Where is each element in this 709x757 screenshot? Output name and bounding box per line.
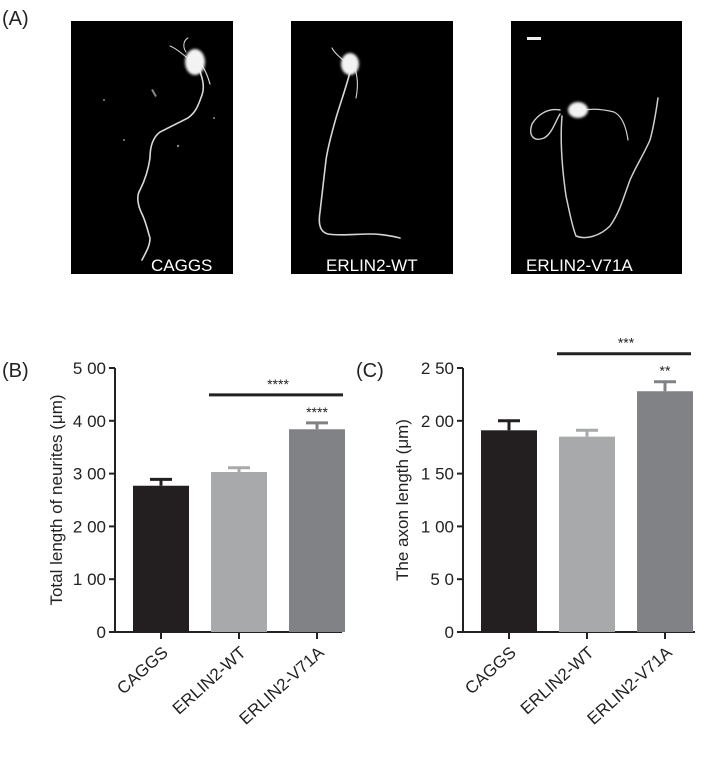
chart-c-x-tick-label: ERLIN2-WT: [517, 643, 598, 718]
chart-b-y-tick-label: 2 00: [73, 517, 106, 536]
chart-c-y-tick-label: 2 00: [421, 412, 454, 431]
chart-c-x-tick-label: ERLIN2-V71A: [584, 642, 677, 728]
panel-a-label: (A): [2, 8, 29, 30]
chart-c-bar: [481, 430, 537, 632]
chart-b-x-tick-label: CAGGS: [113, 643, 171, 698]
chart-b-y-tick-label: 1 00: [73, 570, 106, 589]
chart-b-y-axis-label: Total length of neurites (μm): [47, 394, 66, 605]
chart-c-significance-above-label: **: [660, 363, 671, 379]
micrograph-caption-erlin2-wt: ERLIN2-WT: [326, 256, 418, 275]
chart-b-significance-bracket-label: ****: [267, 376, 289, 392]
chart-c: (C) The axon length (μm) 0 5 0 1 00 1 50 2 0…: [356, 335, 695, 728]
chart-c-y-tick-label: 1 00: [421, 517, 454, 536]
micrograph-caption-caggs: CAGGS: [151, 256, 212, 275]
chart-b-y-tick-label: 4 00: [73, 412, 106, 431]
micrograph-erlin2-v71a: [511, 21, 682, 274]
chart-b-bar: [289, 429, 345, 632]
chart-b-bar: [133, 485, 189, 632]
panel-b-label: (B): [2, 360, 29, 382]
chart-c-y-tick-label: 0: [445, 623, 454, 642]
chart-b-y-tick-label: 3 00: [73, 465, 106, 484]
chart-c-y-tick-label: 2 50: [421, 359, 454, 378]
micrograph-caggs: [71, 21, 233, 274]
chart-b-x-tick-label: ERLIN2-V71A: [236, 642, 329, 728]
panel-c-label: (C): [356, 360, 384, 382]
micrograph-erlin2-wt: [291, 21, 453, 274]
chart-c-bar: [637, 391, 693, 632]
chart-c-x-tick-label: CAGGS: [461, 643, 519, 698]
chart-b-y-tick-label: 0: [97, 623, 106, 642]
chart-c-significance-bracket-label: ***: [618, 335, 635, 351]
chart-b-bar: [211, 472, 267, 632]
chart-c-bar: [559, 436, 615, 632]
chart-c-y-tick-label: 1 50: [421, 465, 454, 484]
chart-b: (B) Total length of neurites (μm) 0 1 00 2…: [2, 359, 345, 728]
chart-b-x-tick-label: ERLIN2-WT: [169, 643, 250, 718]
micrograph-caption-erlin2-v71a: ERLIN2-V71A: [526, 256, 633, 275]
chart-b-y-tick-label: 5 00: [73, 359, 106, 378]
chart-c-y-tick-label: 5 0: [430, 570, 454, 589]
chart-b-significance-above-label: ****: [306, 404, 328, 420]
chart-c-y-axis-label: The axon length (μm): [393, 419, 412, 581]
